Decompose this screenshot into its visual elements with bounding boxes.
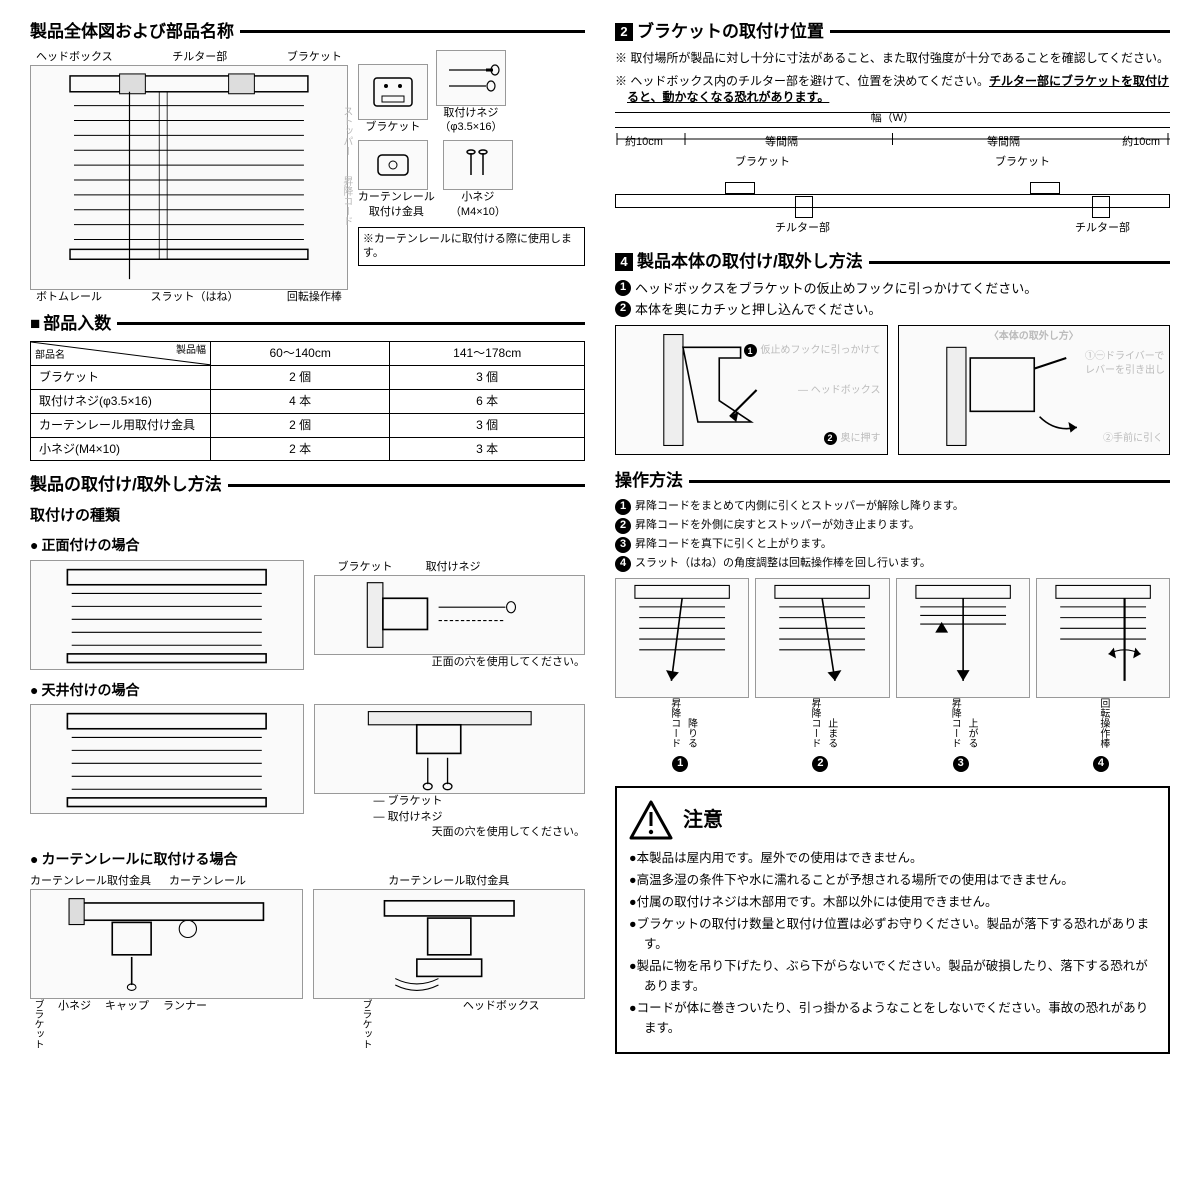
parts-table: 部品名 製品幅 60〜140cm 141〜178cm ブラケット2 個3 個 取… bbox=[30, 341, 585, 461]
label-rail-rail: カーテンレール bbox=[169, 874, 246, 889]
caution-item: ブラケットの取付け数量と取付け位置は必ずお守りください。製品が落下する恐れがあり… bbox=[629, 914, 1156, 954]
ceiling-mount-title: 天井付けの場合 bbox=[30, 681, 585, 701]
caution-item: コードが体に巻きついたり、引っ掛かるようなことをしないでください。事故の恐れがあ… bbox=[629, 998, 1156, 1038]
op-step-2: 2昇降コードを外側に戻すとストッパーが効き止まります。 bbox=[615, 518, 1170, 534]
label-rail-fitting: カーテンレール取付金具 bbox=[30, 874, 151, 889]
caution-item: 本製品は屋内用です。屋外での使用はできません。 bbox=[629, 848, 1156, 868]
label-smallscrewspec: （M4×10） bbox=[443, 205, 513, 219]
label-bottomrail: ボトムレール bbox=[36, 290, 102, 305]
note-ceiling: 天面の穴を使用してください。 bbox=[314, 825, 586, 840]
section-install-title: 製品の取付け/取外し方法 bbox=[30, 473, 585, 497]
op-step-1: 1昇降コードをまとめて内側に引くとストッパーが解除し降ります。 bbox=[615, 499, 1170, 515]
diagram-rail-left bbox=[30, 889, 303, 999]
section-bracket-position-title: 2 ブラケットの取付け位置 bbox=[615, 20, 1170, 44]
label-headbox: ヘッドボックス bbox=[36, 50, 113, 65]
label-smallscrew: 小ネジ bbox=[443, 190, 513, 204]
section-parts-count-title: 部品入数 bbox=[30, 312, 585, 336]
diagram-product-overview: ストッパー 昇降コード bbox=[30, 65, 348, 290]
caution-title: 注意 bbox=[683, 806, 723, 834]
diagram-railfitting-part bbox=[358, 140, 428, 190]
label-rail-fitting2: カーテンレール取付金具 bbox=[313, 874, 586, 889]
table-row: カーテンレール用取付け金具2 個3 個 bbox=[31, 413, 585, 437]
attach-step-1: 1ヘッドボックスをブラケットの仮止めフックに引っかけてください。 bbox=[615, 280, 1170, 298]
warning-icon bbox=[629, 800, 673, 840]
note-front: 正面の穴を使用してください。 bbox=[314, 655, 586, 670]
label-rail-bracket-v: ブラケット bbox=[30, 999, 44, 1049]
diagram-op-3 bbox=[896, 578, 1030, 698]
note-rail-usage: ※カーテンレールに取付ける際に使用します。 bbox=[358, 227, 585, 266]
label-screw1spec: （φ3.5×16） bbox=[436, 120, 506, 134]
diagram-rail-right bbox=[313, 889, 586, 999]
label-ceiling-screw: 取付けネジ bbox=[388, 811, 443, 823]
caution-box: 注意 本製品は屋内用です。屋外での使用はできません。 高温多湿の条件下や水に濡れ… bbox=[615, 786, 1170, 1054]
label-front-screw: 取付けネジ bbox=[426, 561, 481, 573]
label-rail-headbox: ヘッドボックス bbox=[463, 999, 540, 1049]
diagram-op-4 bbox=[1036, 578, 1170, 698]
label-slat: スラット（はね） bbox=[150, 290, 238, 305]
label-bracket-part: ブラケット bbox=[358, 120, 428, 134]
table-row: 取付けネジ(φ3.5×16)4 本6 本 bbox=[31, 389, 585, 413]
label-rail-runner: ランナー bbox=[163, 999, 207, 1049]
caution-item: 製品に物を吊り下げたり、ぶら下がらないでください。製品が破損したり、落下する恐れ… bbox=[629, 956, 1156, 996]
rail-mount-title: カーテンレールに取付ける場合 bbox=[30, 850, 585, 870]
diagram-screw-part bbox=[436, 50, 506, 106]
caution-item: 付属の取付けネジは木部用です。木部以外には使用できません。 bbox=[629, 892, 1156, 912]
label-tilter: チルター部 bbox=[172, 50, 227, 65]
diagram-op-2 bbox=[755, 578, 889, 698]
diagram-smallscrew-part bbox=[443, 140, 513, 190]
note-position-1: ※ 取付場所が製品に対し十分に寸法があること、また取付強度が十分であることを確認… bbox=[615, 50, 1170, 67]
diagram-ceiling-detail bbox=[314, 704, 586, 794]
label-ceiling-bracket: ブラケット bbox=[388, 795, 443, 807]
diagram-op-1 bbox=[615, 578, 749, 698]
op-step-3: 3昇降コードを真下に引くと上がります。 bbox=[615, 537, 1170, 553]
label-rail-smallscrew: 小ネジ bbox=[58, 999, 91, 1049]
label-rotrod: 回転操作棒 bbox=[287, 290, 342, 305]
op-step-4: 4スラット（はね）の角度調整は回転操作棒を回し行います。 bbox=[615, 556, 1170, 572]
diagram-ceiling-blind bbox=[30, 704, 304, 814]
label-liftcord: 昇降コード bbox=[339, 176, 353, 226]
attach-step-2: 2本体を奥にカチッと押し込んでください。 bbox=[615, 301, 1170, 319]
caution-item: 高温多湿の条件下や水に濡れることが予想される場所での使用はできません。 bbox=[629, 870, 1156, 890]
section-overview-title: 製品全体図および部品名称 bbox=[30, 20, 585, 44]
diagram-detach: 〈本体の取外し方〉 ①㊀ドライバーでレバーを引き出し ②手前に引く bbox=[898, 325, 1171, 455]
label-rail-cap: キャップ bbox=[105, 999, 149, 1049]
diagram-front-blind bbox=[30, 560, 304, 670]
table-row: ブラケット2 個3 個 bbox=[31, 366, 585, 390]
diagram-bracket-part bbox=[358, 64, 428, 120]
diagram-attach: 1仮止めフックに引っかけて — ヘッドボックス 2奥に押す bbox=[615, 325, 888, 455]
section-attach-title: 4 製品本体の取付け/取外し方法 bbox=[615, 250, 1170, 274]
label-railfitting: カーテンレール 取付け金具 bbox=[358, 190, 435, 219]
label-front-bracket: ブラケット bbox=[338, 561, 393, 573]
label-screw1: 取付けネジ bbox=[436, 106, 506, 120]
diagram-bracket-spacing: 幅（W） 約10cm 等間隔 等間隔 約10cm ブラケット ブラケット チルタ… bbox=[615, 112, 1170, 232]
diagram-front-detail bbox=[314, 575, 586, 655]
section-operation-title: 操作方法 bbox=[615, 469, 1170, 493]
label-rail-bracket-v2: ブラケット bbox=[358, 999, 372, 1049]
front-mount-title: 正面付けの場合 bbox=[30, 536, 585, 556]
label-stopper: ストッパー bbox=[339, 106, 353, 156]
install-subtitle: 取付けの種類 bbox=[30, 505, 585, 526]
note-position-2: ※ ヘッドボックス内のチルター部を避けて、位置を決めてください。チルター部にブラ… bbox=[615, 73, 1170, 107]
table-row: 小ネジ(M4×10)2 本3 本 bbox=[31, 437, 585, 461]
label-bracket: ブラケット bbox=[287, 50, 342, 65]
